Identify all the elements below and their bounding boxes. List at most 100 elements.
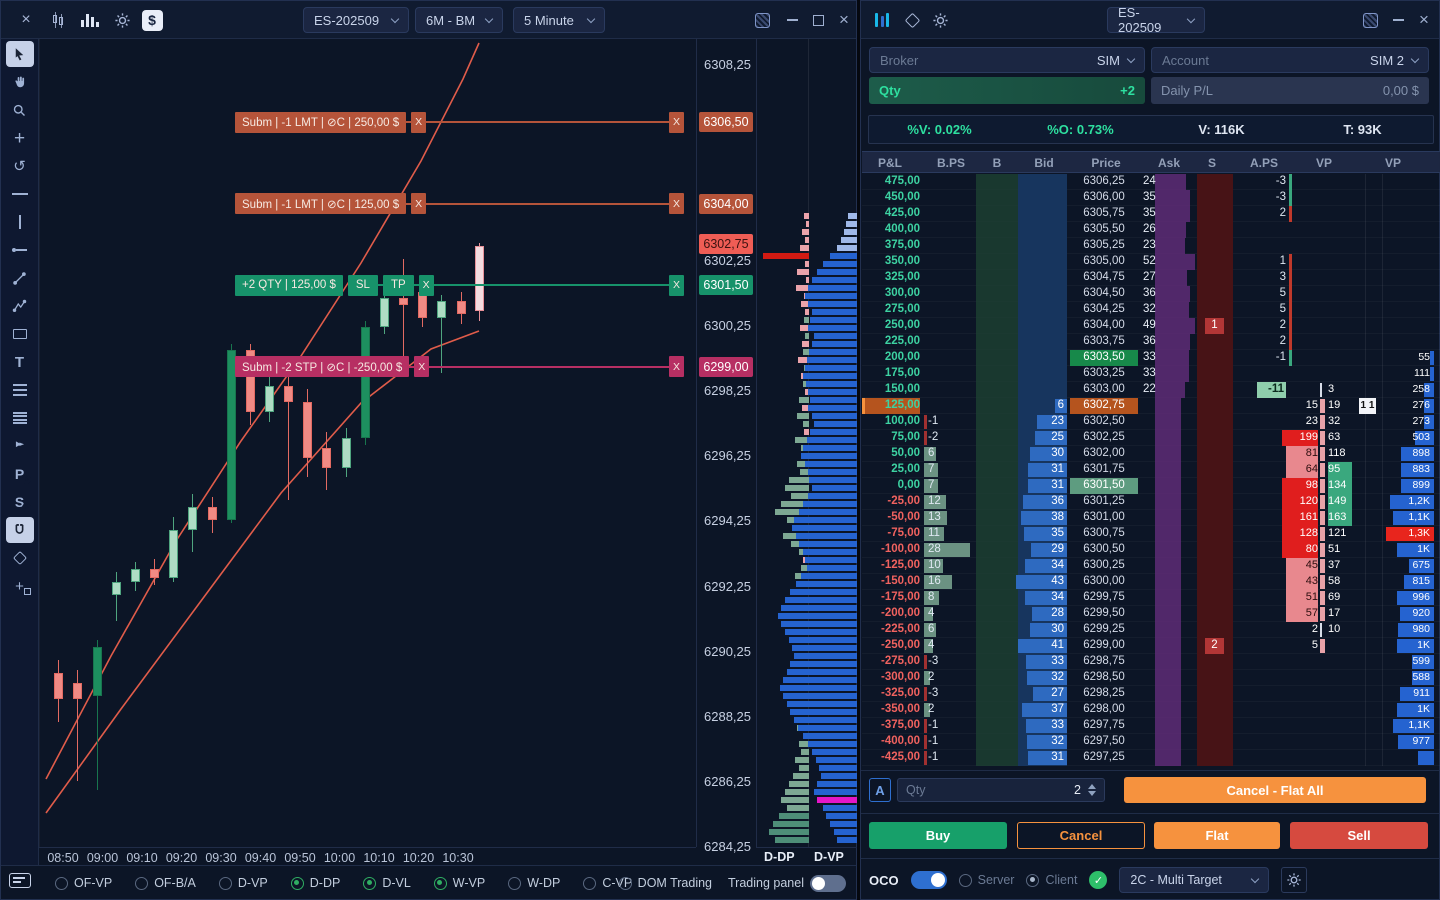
order-cancel-button[interactable]: X [669, 356, 684, 378]
rect-icon[interactable] [6, 321, 34, 347]
dom-ladder[interactable]: 475,00 6306,25 24 -3 450,00 6306,00 35 -3 425,00… [862, 174, 1440, 767]
ladder-row[interactable]: -350,00 2 37 6298,00 1K [862, 702, 1440, 718]
auto-qty-button[interactable]: A [869, 778, 891, 802]
ask-cell[interactable]: 23 [1143, 239, 1156, 251]
ladder-row[interactable]: -300,00 2 32 6298,50 588 [862, 670, 1440, 686]
ladder-row[interactable]: -250,00 4 41 6299,00 2 5 1K [862, 638, 1440, 654]
ladder-row[interactable]: -50,00 13 38 6301,00 161 163 1,1K [862, 510, 1440, 526]
ladder-row[interactable]: 400,00 6305,50 26 [862, 222, 1440, 238]
ask-cell[interactable]: 24 [1143, 175, 1156, 187]
ask-cell[interactable]: 26 [1143, 223, 1156, 235]
ladder-row[interactable]: 0,00 7 31 6301,50 98 134 899 [862, 478, 1440, 494]
oco-toggle[interactable] [910, 871, 947, 889]
cancel-button[interactable]: Cancel [1017, 822, 1145, 849]
ladder-row[interactable]: 100,00 -1 23 6302,50 23 32 273 [862, 414, 1440, 430]
price-cell[interactable]: 6301,75 [1083, 463, 1125, 475]
polyline-icon[interactable] [6, 293, 34, 319]
stop-cell[interactable]: 2 [1205, 638, 1224, 654]
gear-icon[interactable] [111, 9, 133, 31]
price-cell[interactable]: 6302,00 [1083, 447, 1125, 459]
bid-cell[interactable]: 6 [1057, 399, 1064, 411]
column-header-aps[interactable]: A.PS [1249, 156, 1279, 170]
profile-option-dvl[interactable]: D-VL [363, 876, 411, 890]
price-cell[interactable]: 6301,50 [1070, 478, 1138, 494]
column-header-s[interactable]: S [1207, 156, 1217, 170]
ladder-row[interactable]: 150,00 6303,00 22 -11 3 258 [862, 382, 1440, 398]
cursor-icon[interactable] [5, 41, 34, 67]
order-cancel-button[interactable]: X [669, 274, 684, 296]
stop-cell[interactable]: 1 [1205, 318, 1224, 334]
price-cell[interactable]: 6305,25 [1083, 239, 1125, 251]
column-header-bps[interactable]: B.PS [936, 156, 966, 170]
price-cell[interactable]: 6306,00 [1083, 191, 1125, 203]
contract-select[interactable]: 6M - BM [415, 7, 503, 33]
candlestick-chart-icon[interactable] [47, 9, 69, 31]
bid-cell[interactable]: 34 [1051, 559, 1064, 571]
ask-cell[interactable]: 33 [1143, 351, 1156, 363]
ladder-row[interactable]: -75,00 11 35 6300,75 128 121 1,3K [862, 526, 1440, 542]
price-cell[interactable]: 6300,25 [1083, 559, 1125, 571]
broker-select[interactable]: Broker SIM [869, 47, 1145, 73]
ladder-row[interactable]: -275,00 -3 33 6298,75 599 [862, 654, 1440, 670]
ladder-row[interactable]: 300,00 6304,50 36 5 [862, 286, 1440, 302]
bid-cell[interactable]: 28 [1051, 607, 1064, 619]
eraser-icon[interactable] [901, 9, 923, 31]
price-cell[interactable]: 6299,25 [1083, 623, 1125, 635]
ladder-row[interactable]: -100,00 28 29 6300,50 80 51 1K [862, 542, 1440, 558]
column-header-ask[interactable]: Ask [1157, 156, 1181, 170]
dom-trading-option[interactable]: DOM Trading [618, 876, 712, 890]
price-cell[interactable]: 6304,75 [1083, 271, 1125, 283]
server-option[interactable]: Server [958, 873, 1014, 887]
price-cell[interactable]: 6298,25 [1083, 687, 1125, 699]
price-cell[interactable]: 6304,00 [1083, 319, 1125, 331]
profile-option-ddp[interactable]: D-DP [290, 876, 340, 890]
profile-option-dvp[interactable]: D-VP [218, 876, 268, 890]
ladder-row[interactable]: 50,00 6 30 6302,00 81 118 898 [862, 446, 1440, 462]
strategy-select[interactable]: 2C - Multi Target [1119, 867, 1270, 893]
order-cancel-button[interactable]: X [418, 274, 434, 296]
qty-stepper[interactable] [1088, 784, 1096, 796]
ray-icon[interactable] [6, 237, 34, 263]
flat-button[interactable]: Flat [1154, 822, 1280, 849]
order-label[interactable]: Subm | -1 LMT | ⊘C | 250,00 $ [235, 111, 407, 133]
bid-cell[interactable]: 27 [1051, 687, 1064, 699]
text-icon[interactable]: T [14, 353, 25, 371]
bid-cell[interactable]: 29 [1051, 543, 1064, 555]
price-cell[interactable]: 6305,00 [1083, 255, 1125, 267]
close-window-icon[interactable]: × [839, 10, 849, 29]
ladder-row[interactable]: -400,00 -1 32 6297,50 977 [862, 734, 1440, 750]
price-cell[interactable]: 6302,50 [1083, 415, 1125, 427]
bid-cell[interactable]: 30 [1051, 623, 1064, 635]
client-option[interactable]: Client [1026, 873, 1077, 887]
profile-option-wdp[interactable]: W-DP [508, 876, 560, 890]
order-cancel-button[interactable]: X [669, 193, 684, 215]
ask-cell[interactable]: 36 [1143, 287, 1156, 299]
sdollar-icon[interactable]: S $ [6, 489, 34, 515]
ladder-row[interactable]: 275,00 6304,25 32 5 [862, 302, 1440, 318]
bid-cell[interactable]: 33 [1051, 655, 1064, 667]
ask-cell[interactable]: 49 [1143, 319, 1156, 331]
trendline-icon[interactable] [6, 265, 34, 291]
bid-cell[interactable]: 25 [1051, 431, 1064, 443]
ladder-row[interactable]: 75,00 -2 25 6302,25 199 63 503 [862, 430, 1440, 446]
price-cell[interactable]: 6303,75 [1083, 335, 1125, 347]
column-header-pl[interactable]: P&L [878, 156, 902, 170]
time-axis[interactable]: 08:50 09:00 09:10 09:20 09:30 09:40 09:50 10:00… [39, 847, 696, 867]
bid-cell[interactable]: 30 [1051, 447, 1064, 459]
column-header-vp[interactable]: VP [1315, 156, 1333, 170]
flag-icon[interactable] [6, 433, 34, 459]
ask-cell[interactable]: 22 [1143, 383, 1156, 395]
bid-cell[interactable]: 31 [1051, 479, 1064, 491]
timeframe-select[interactable]: 5 Minute [513, 7, 605, 33]
screen-keyboard-icon[interactable] [9, 873, 33, 893]
tp-button[interactable]: TP [382, 274, 414, 296]
ask-cell[interactable]: 33 [1143, 367, 1156, 379]
strategy-settings-button[interactable] [1281, 867, 1308, 893]
bid-cell[interactable]: 38 [1051, 511, 1064, 523]
gear-icon[interactable] [929, 9, 951, 31]
price-axis[interactable]: 6308,25 6302,25 6300,25 6298,25 6296,25 6294,… [696, 39, 756, 854]
ladder-row[interactable]: 125,00 6 6302,75 15 19 1 1 276 [862, 398, 1440, 414]
price-cell[interactable]: 6305,75 [1083, 207, 1125, 219]
ask-cell[interactable]: 27 [1143, 271, 1156, 283]
ladder-row[interactable]: 25,00 7 31 6301,75 64 95 883 [862, 462, 1440, 478]
